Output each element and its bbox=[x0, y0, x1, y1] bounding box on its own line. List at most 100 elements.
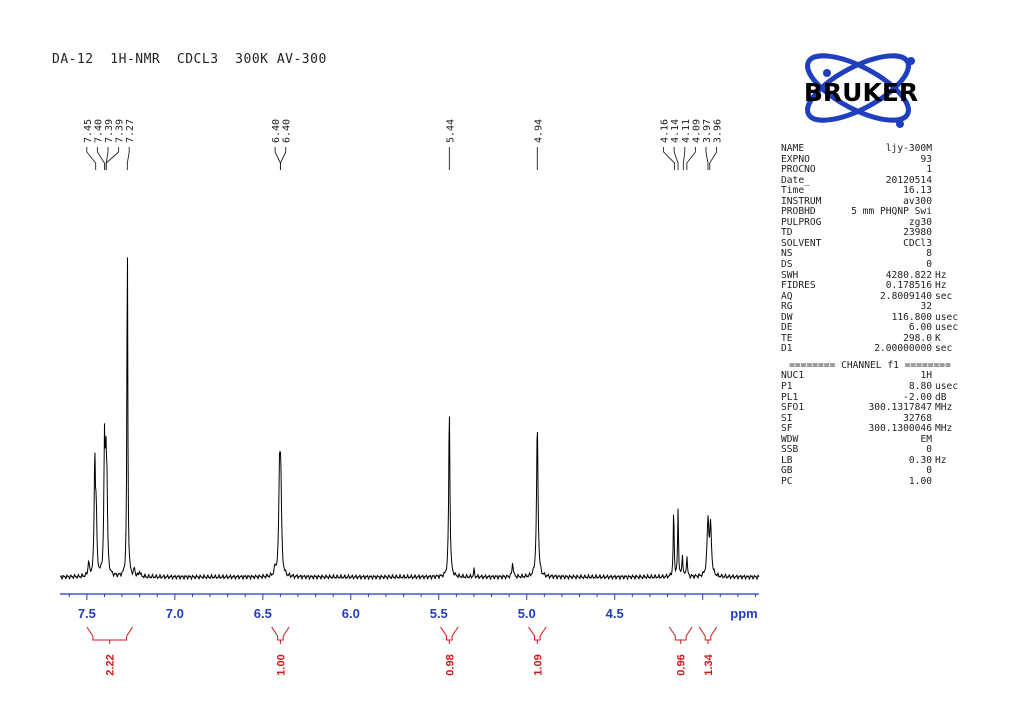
param-row: SFO1 300.1317847 MHz bbox=[781, 403, 959, 414]
param-value: 298.0 bbox=[903, 332, 932, 344]
param-row: SWH 4280.822 Hz bbox=[781, 269, 959, 282]
param-value: 0 bbox=[926, 259, 932, 271]
peak-label: 4.09 bbox=[691, 119, 702, 143]
param-row: DE 6.00 usec bbox=[781, 323, 959, 334]
peak-label: 4.94 bbox=[533, 119, 544, 143]
peak-label: 7.40 bbox=[93, 119, 104, 143]
peak-label: 6.40 bbox=[282, 119, 293, 143]
param-row: SI 32768 bbox=[781, 413, 959, 425]
acquisition-parameters: NAME ljy-300M EXPNO 93 PROCNO 1 Date_ 20120514 T… bbox=[781, 143, 959, 488]
integral-value: 1.00 bbox=[275, 654, 287, 675]
param-key: Date_ bbox=[781, 174, 810, 186]
param-row: PULPROG zg30 bbox=[781, 216, 959, 229]
peak-label: 4.14 bbox=[670, 119, 681, 143]
param-row: NS 8 bbox=[781, 249, 959, 260]
param-unit bbox=[932, 435, 959, 446]
peak-label: 6.40 bbox=[271, 119, 282, 143]
spectrum-title: DA-12 1H-NMR CDCL3 300K AV-300 bbox=[52, 52, 327, 67]
param-key: PULPROG bbox=[781, 216, 822, 228]
param-unit bbox=[932, 466, 959, 477]
param-unit bbox=[932, 218, 959, 229]
logo-text: BRUKER bbox=[804, 78, 918, 107]
param-key: LB bbox=[781, 454, 793, 466]
peak-leader bbox=[279, 147, 287, 170]
param-unit bbox=[932, 207, 959, 218]
peak-leader bbox=[105, 147, 120, 170]
param-value: 116.800 bbox=[891, 311, 932, 323]
param-value: 2.8009140 bbox=[880, 290, 932, 302]
integral-value: 1.09 bbox=[532, 654, 544, 675]
param-unit: K bbox=[935, 332, 941, 344]
param-value: 6.00 bbox=[908, 322, 932, 334]
integral-bracket bbox=[698, 626, 718, 644]
param-unit: sec bbox=[935, 290, 953, 302]
param-row: PC 1.00 bbox=[781, 475, 959, 488]
param-unit bbox=[932, 249, 959, 260]
param-unit: Hz bbox=[935, 454, 947, 466]
param-key: DW bbox=[781, 311, 793, 323]
integral-value: 1.34 bbox=[703, 653, 715, 675]
param-row: GB 0 bbox=[781, 466, 959, 477]
param-key: GB bbox=[781, 465, 793, 477]
param-row: LB 0.30 Hz bbox=[781, 454, 959, 467]
param-value: 5 mm PHQNP Swi bbox=[851, 206, 932, 218]
param-value: 16.13 bbox=[903, 185, 932, 197]
param-value: 23980 bbox=[903, 227, 932, 239]
param-unit bbox=[932, 477, 959, 488]
x-tick-label: 6.0 bbox=[342, 606, 360, 621]
integral-bracket bbox=[86, 626, 134, 644]
channel-parameter-list: NUC1 1H P1 8.80 usec PL1 -2.00 dB SFO1 300.131784… bbox=[781, 371, 959, 487]
param-row: SF 300.1300046 MHz bbox=[781, 424, 959, 435]
x-tick-label: 7.5 bbox=[78, 606, 96, 621]
peak-label: 4.11 bbox=[681, 119, 692, 143]
param-unit: usec bbox=[935, 311, 959, 323]
param-value: 0.178516 bbox=[885, 280, 932, 292]
param-row: FIDRES 0.178516 Hz bbox=[781, 281, 959, 292]
peak-label: 3.96 bbox=[713, 119, 724, 143]
param-value: 1.00 bbox=[908, 475, 932, 487]
param-row: PL1 -2.00 dB bbox=[781, 392, 959, 404]
param-unit: MHz bbox=[935, 402, 953, 414]
param-key: SOLVENT bbox=[781, 237, 822, 249]
param-value: 1 bbox=[926, 164, 932, 176]
param-key: SF bbox=[781, 423, 793, 435]
peak-label: 7.39 bbox=[104, 119, 115, 143]
param-row: EXPNO 93 bbox=[781, 153, 959, 166]
logo-dot-icon bbox=[823, 69, 831, 77]
param-unit bbox=[932, 144, 959, 155]
param-row: SSB 0 bbox=[781, 445, 959, 456]
param-row: DW 116.800 usec bbox=[781, 311, 959, 324]
param-row: SOLVENT CDCl3 bbox=[781, 237, 959, 250]
param-value: 32 bbox=[920, 301, 932, 313]
logo-dot-icon bbox=[896, 120, 904, 128]
param-row: INSTRUM av300 bbox=[781, 196, 959, 208]
param-row: Time 16.13 bbox=[781, 186, 959, 197]
x-tick-label: 5.5 bbox=[430, 606, 448, 621]
param-unit bbox=[932, 176, 959, 187]
param-key: PROBHD bbox=[781, 206, 816, 218]
param-row: NAME ljy-300M bbox=[781, 143, 959, 155]
param-key: SSB bbox=[781, 444, 799, 456]
param-value: EM bbox=[920, 433, 932, 445]
x-tick-label: 5.0 bbox=[518, 606, 536, 621]
param-unit: Hz bbox=[935, 280, 947, 292]
param-key: PROCNO bbox=[781, 164, 816, 176]
peak-leader bbox=[686, 147, 696, 170]
param-key: Time bbox=[781, 185, 805, 197]
peak-label: 3.97 bbox=[702, 119, 713, 143]
parameter-list: NAME ljy-300M EXPNO 93 PROCNO 1 Date_ 20120514 T… bbox=[781, 143, 959, 355]
param-key: TD bbox=[781, 227, 793, 239]
integral-value: 0.98 bbox=[444, 654, 456, 675]
param-key: SWH bbox=[781, 269, 799, 281]
param-row: TD 23980 bbox=[781, 228, 959, 239]
param-key: EXPNO bbox=[781, 153, 810, 165]
param-unit: sec bbox=[935, 343, 953, 355]
peak-leader bbox=[705, 147, 709, 170]
param-key: DS bbox=[781, 259, 793, 271]
param-unit: Hz bbox=[935, 269, 947, 281]
peak-leader bbox=[96, 147, 105, 170]
param-row: TE 298.0 K bbox=[781, 332, 959, 345]
param-value: zg30 bbox=[908, 216, 932, 228]
param-value: ljy-300M bbox=[885, 143, 932, 154]
param-value: 0.30 bbox=[908, 454, 932, 466]
